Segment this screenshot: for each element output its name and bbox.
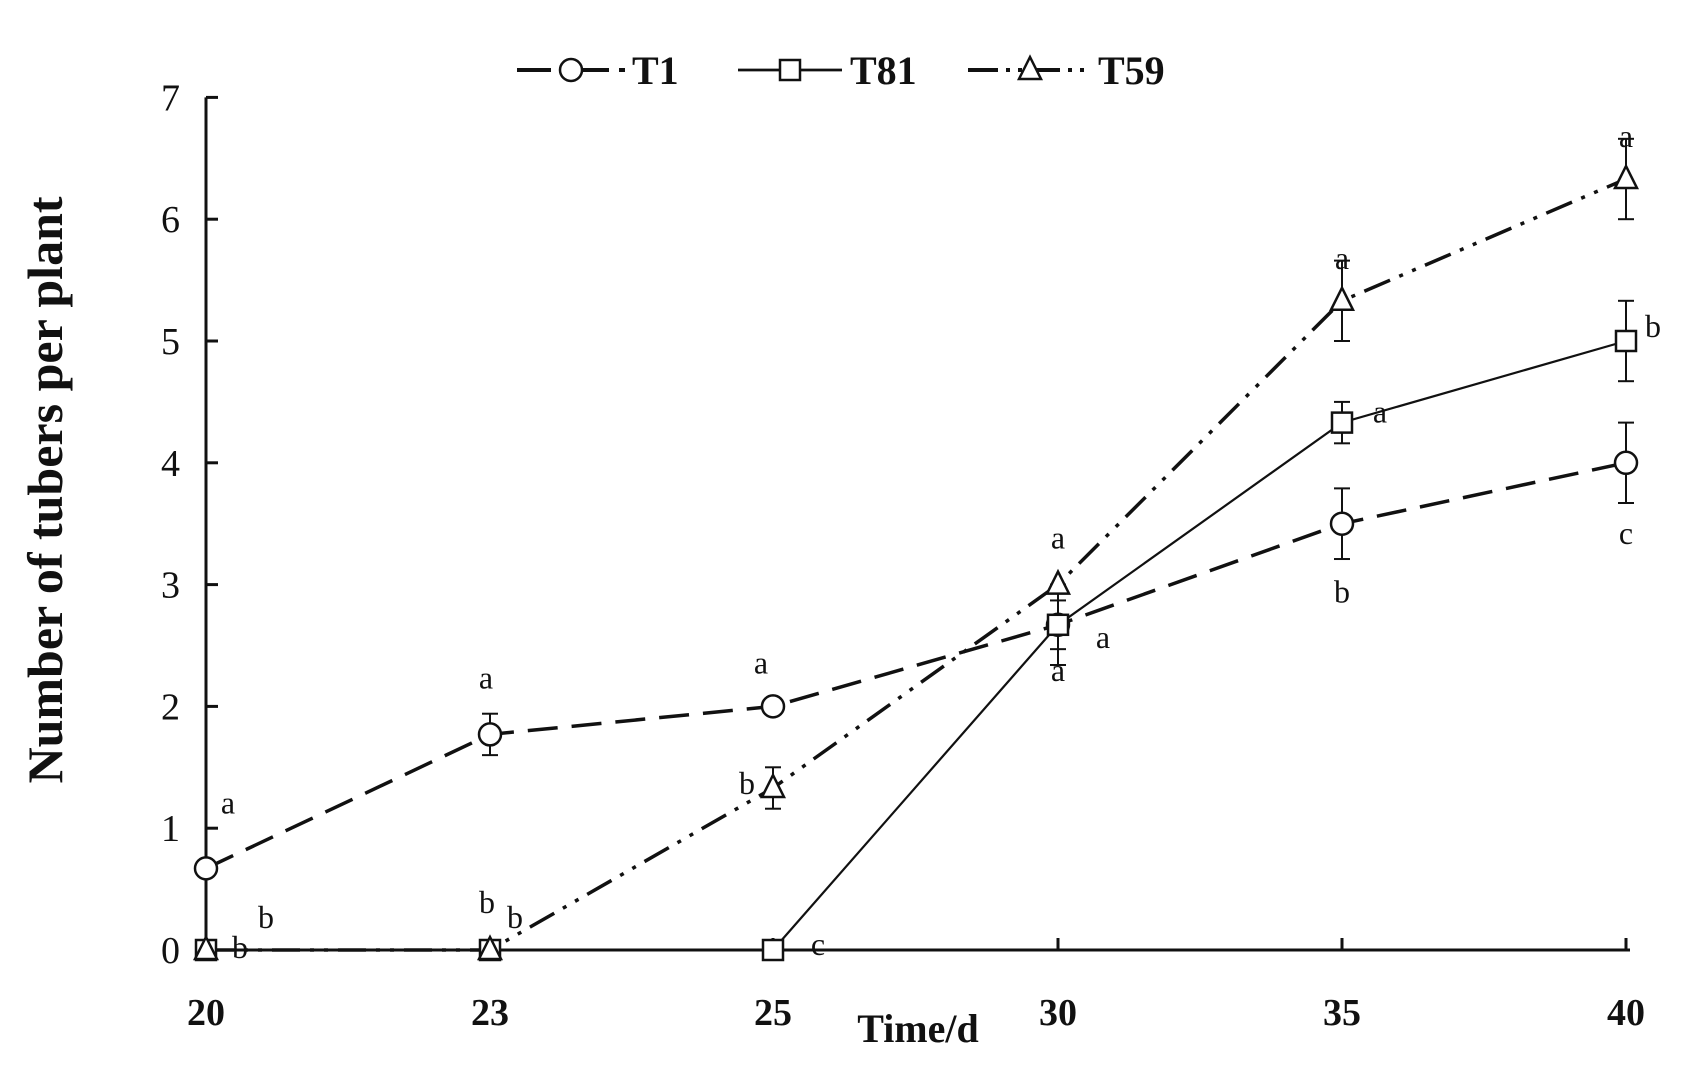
significance-label: a [1619, 118, 1633, 154]
legend-label: T81 [850, 48, 917, 93]
data-point-t81 [1046, 613, 1070, 637]
y-tick-label: 3 [161, 565, 180, 607]
data-point-t59 [759, 772, 787, 799]
significance-label: b [479, 884, 495, 920]
series-line-t1 [205, 461, 1627, 870]
data-point-t1 [1329, 511, 1355, 536]
data-point-t59 [1612, 163, 1640, 190]
legend-label: T59 [1098, 48, 1165, 93]
significance-label: a [1373, 394, 1387, 430]
y-tick-label: 0 [161, 930, 180, 972]
series-layer [192, 137, 1640, 962]
significance-label: b [507, 899, 523, 935]
data-point-t59 [476, 934, 504, 961]
series-t59 [206, 137, 1634, 952]
x-axis-title: Time/d [857, 1006, 979, 1051]
data-point-t1 [193, 856, 219, 881]
legend-item-t1: T1 [517, 48, 679, 93]
significance-label: a [1051, 520, 1065, 556]
significance-label: b [1334, 574, 1350, 610]
data-point-t59 [1044, 568, 1072, 595]
significance-label: b [232, 929, 248, 965]
significance-label: c [1619, 515, 1633, 551]
x-tick-label: 25 [754, 992, 792, 1034]
series-line-t81 [206, 339, 1627, 952]
significance-label: a [221, 784, 235, 820]
legend-label: T1 [632, 48, 679, 93]
x-tick-label: 23 [471, 992, 509, 1034]
data-point-t81 [1614, 329, 1638, 353]
legend-marker-triangle [1016, 54, 1044, 81]
significance-label: a [1051, 652, 1065, 688]
significance-label: a [479, 659, 493, 695]
legend-marker-circle [558, 57, 584, 83]
significance-label: a [1335, 240, 1349, 276]
chart-legend: T1 T81 T59 [517, 48, 1165, 93]
legend-item-t59: T59 [968, 48, 1165, 93]
data-point-t59 [1328, 285, 1356, 312]
y-tick-label: 6 [161, 199, 180, 241]
series-line-t59 [206, 177, 1627, 952]
significance-label: b [258, 899, 274, 935]
data-point-t81 [1330, 411, 1354, 434]
significance-label: b [1645, 308, 1661, 344]
data-point-t81 [761, 938, 785, 962]
data-point-t1 [477, 722, 503, 747]
legend-marker-square [778, 58, 802, 82]
y-tick-label: 7 [161, 77, 180, 119]
x-tick-label: 35 [1323, 992, 1361, 1034]
x-tick-label: 20 [187, 992, 225, 1034]
markers-t59 [192, 163, 1640, 961]
data-point-t1 [760, 694, 786, 719]
significance-label: c [811, 926, 825, 962]
markers-t1 [193, 450, 1639, 881]
significance-label: a [1096, 619, 1110, 655]
significance-label: a [754, 644, 768, 680]
legend-item-t81: T81 [738, 48, 917, 93]
series-t81 [206, 299, 1634, 952]
x-tick-label: 30 [1039, 992, 1077, 1034]
data-point-t1 [1613, 450, 1639, 476]
y-tick-label: 2 [161, 686, 180, 728]
y-tick-label: 5 [161, 321, 180, 363]
y-axis-title: Number of tubers per plant [17, 196, 73, 783]
data-point-t59 [192, 934, 220, 961]
markers-t81 [194, 329, 1638, 962]
series-t1 [205, 421, 1634, 870]
y-tick-label: 1 [161, 808, 180, 850]
x-tick-label: 40 [1607, 992, 1645, 1034]
y-tick-label: 4 [161, 443, 180, 485]
significance-label: b [739, 765, 755, 801]
